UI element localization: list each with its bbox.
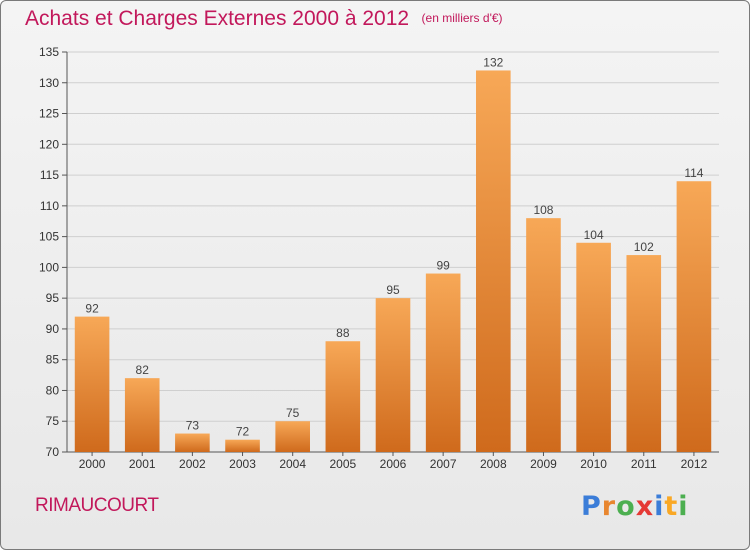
proxiti-logo: Proxiti — [581, 491, 689, 522]
logo-letter: x — [635, 491, 655, 522]
bar-2011 — [626, 255, 662, 452]
bar-2008 — [476, 70, 511, 452]
bar-value-label: 102 — [634, 240, 654, 254]
y-tick-label: 110 — [40, 199, 59, 213]
bar-2001 — [124, 378, 160, 452]
bar-2005 — [325, 341, 361, 452]
bar-2002 — [175, 433, 210, 452]
x-tick-label: 2003 — [229, 457, 256, 471]
logo-letter: r — [601, 491, 617, 522]
bar-2003 — [225, 439, 260, 452]
bar-value-label: 104 — [584, 228, 604, 242]
y-tick-label: 80 — [46, 383, 60, 397]
bar-value-label: 73 — [186, 419, 200, 433]
y-tick-label: 130 — [39, 76, 59, 90]
logo-letter: i — [654, 491, 665, 522]
x-tick-label: 2005 — [329, 457, 356, 471]
bar-2004 — [275, 421, 310, 452]
x-tick-label: 2011 — [631, 457, 657, 471]
x-tick-label: 2012 — [681, 457, 708, 471]
y-tick-label: 125 — [39, 107, 59, 121]
chart-unit: (en milliers d'€) — [421, 11, 503, 25]
y-tick-label: 90 — [46, 322, 60, 336]
bar-value-label: 88 — [336, 326, 350, 340]
title-row: Achats et Charges Externes 2000 à 2012 (… — [25, 7, 503, 31]
bar-value-label: 75 — [286, 406, 300, 420]
bar-value-label: 92 — [85, 302, 99, 316]
bar-value-label: 99 — [436, 259, 450, 273]
y-tick-label: 95 — [46, 291, 60, 305]
commune-name: RIMAUCOURT — [35, 495, 159, 516]
bar-value-label: 72 — [236, 425, 250, 439]
bar-value-label: 132 — [483, 55, 503, 69]
bar-value-label: 95 — [386, 283, 400, 297]
x-tick-label: 2004 — [279, 457, 306, 471]
y-tick-label: 120 — [39, 137, 59, 151]
x-tick-label: 2009 — [530, 457, 557, 471]
bar-2006 — [375, 298, 411, 452]
logo-letter: i — [678, 491, 689, 522]
bar-2012 — [676, 181, 712, 452]
x-tick-label: 2010 — [580, 457, 607, 471]
bar-value-label: 114 — [684, 166, 703, 180]
y-tick-label: 135 — [39, 45, 59, 59]
x-tick-label: 2006 — [380, 457, 407, 471]
labels: 70 75 80 85 90 95 100 105 110 115 120 125 130 135 92 20… — [39, 45, 708, 471]
x-tick-label: 2001 — [129, 457, 156, 471]
logo-letter: t — [664, 491, 679, 522]
y-tick-label: 70 — [46, 445, 60, 459]
logo-letter: o — [616, 491, 636, 522]
bar-value-label: 108 — [533, 203, 553, 217]
bar-2007 — [425, 273, 461, 452]
x-tick-label: 2002 — [179, 457, 206, 471]
y-tick-label: 115 — [40, 168, 59, 182]
y-tick-label: 105 — [39, 230, 59, 244]
logo-letter: P — [581, 491, 602, 522]
x-tick-label: 2008 — [480, 457, 507, 471]
bar-value-label: 82 — [136, 363, 150, 377]
y-tick-label: 75 — [46, 414, 60, 428]
x-tick-label: 2007 — [430, 457, 457, 471]
bar-2000 — [74, 316, 110, 452]
x-tick-label: 2000 — [79, 457, 106, 471]
bar-2009 — [526, 218, 561, 452]
bar-2010 — [576, 242, 611, 452]
y-tick-label: 85 — [46, 353, 60, 367]
bars — [74, 70, 712, 452]
y-tick-label: 100 — [39, 260, 59, 274]
chart-title: Achats et Charges Externes 2000 à 2012 — [25, 7, 410, 30]
